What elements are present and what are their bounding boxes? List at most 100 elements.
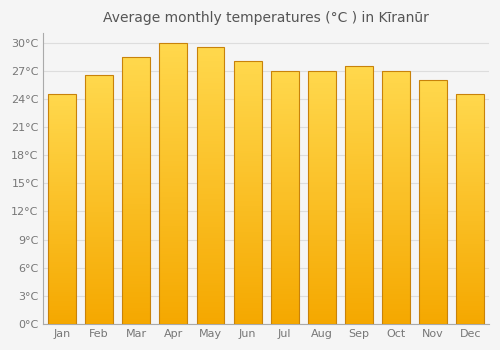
Bar [382,208,410,210]
Bar [420,287,447,290]
Bar [345,138,373,141]
Bar [345,280,373,283]
Bar [122,97,150,99]
Bar [196,216,224,219]
Bar [345,182,373,185]
Bar [85,85,113,88]
Bar [122,116,150,118]
Bar [308,162,336,164]
Bar [48,200,76,202]
Bar [345,105,373,107]
Bar [308,126,336,129]
Bar [345,288,373,290]
Bar [48,168,76,170]
Bar [308,208,336,210]
Bar [345,167,373,169]
Bar [345,241,373,244]
Bar [85,187,113,190]
Bar [420,105,447,107]
Bar [234,219,262,222]
Bar [456,94,484,324]
Bar [382,240,410,243]
Bar [345,203,373,205]
Bar [122,276,150,279]
Bar [345,309,373,311]
Bar [456,322,484,324]
Bar [196,130,224,133]
Bar [308,175,336,177]
Bar [308,164,336,167]
Bar [308,167,336,169]
Bar [456,232,484,234]
Bar [308,142,336,144]
Bar [271,296,298,299]
Bar [48,296,76,299]
Bar [196,153,224,155]
Bar [420,275,447,278]
Bar [196,161,224,163]
Bar [122,300,150,303]
Bar [345,136,373,138]
Bar [382,197,410,200]
Bar [382,319,410,322]
Bar [196,177,224,180]
Bar [271,251,298,253]
Bar [234,300,262,303]
Bar [48,267,76,269]
Bar [456,110,484,113]
Bar [382,89,410,91]
Bar [85,297,113,299]
Bar [48,246,76,248]
Bar [345,236,373,239]
Bar [456,182,484,184]
Bar [420,282,447,285]
Bar [382,202,410,205]
Bar [48,241,76,244]
Bar [234,251,262,253]
Bar [196,208,224,211]
Bar [382,256,410,258]
Bar [196,194,224,197]
Bar [160,107,188,110]
Bar [456,317,484,320]
Bar [160,121,188,124]
Bar [160,259,188,262]
Bar [420,102,447,105]
Bar [345,221,373,223]
Bar [160,285,188,287]
Bar [456,276,484,278]
Bar [456,142,484,145]
Bar [271,86,298,89]
Bar [85,205,113,207]
Bar [234,75,262,77]
Bar [456,131,484,133]
Bar [160,158,188,161]
Bar [382,104,410,106]
Bar [308,149,336,152]
Bar [420,307,447,309]
Bar [234,311,262,314]
Bar [271,96,298,99]
Bar [420,175,447,178]
Bar [85,245,113,247]
Bar [234,108,262,111]
Bar [345,254,373,257]
Bar [234,293,262,295]
Bar [85,237,113,239]
Bar [122,308,150,311]
Bar [308,132,336,134]
Bar [196,280,224,282]
Bar [48,299,76,301]
Bar [456,184,484,186]
Bar [48,149,76,152]
Bar [345,177,373,180]
Bar [48,317,76,320]
Bar [160,183,188,186]
Bar [271,218,298,220]
Bar [345,210,373,213]
Bar [345,311,373,314]
Bar [308,114,336,116]
Bar [160,163,188,167]
Bar [382,164,410,167]
Bar [271,228,298,230]
